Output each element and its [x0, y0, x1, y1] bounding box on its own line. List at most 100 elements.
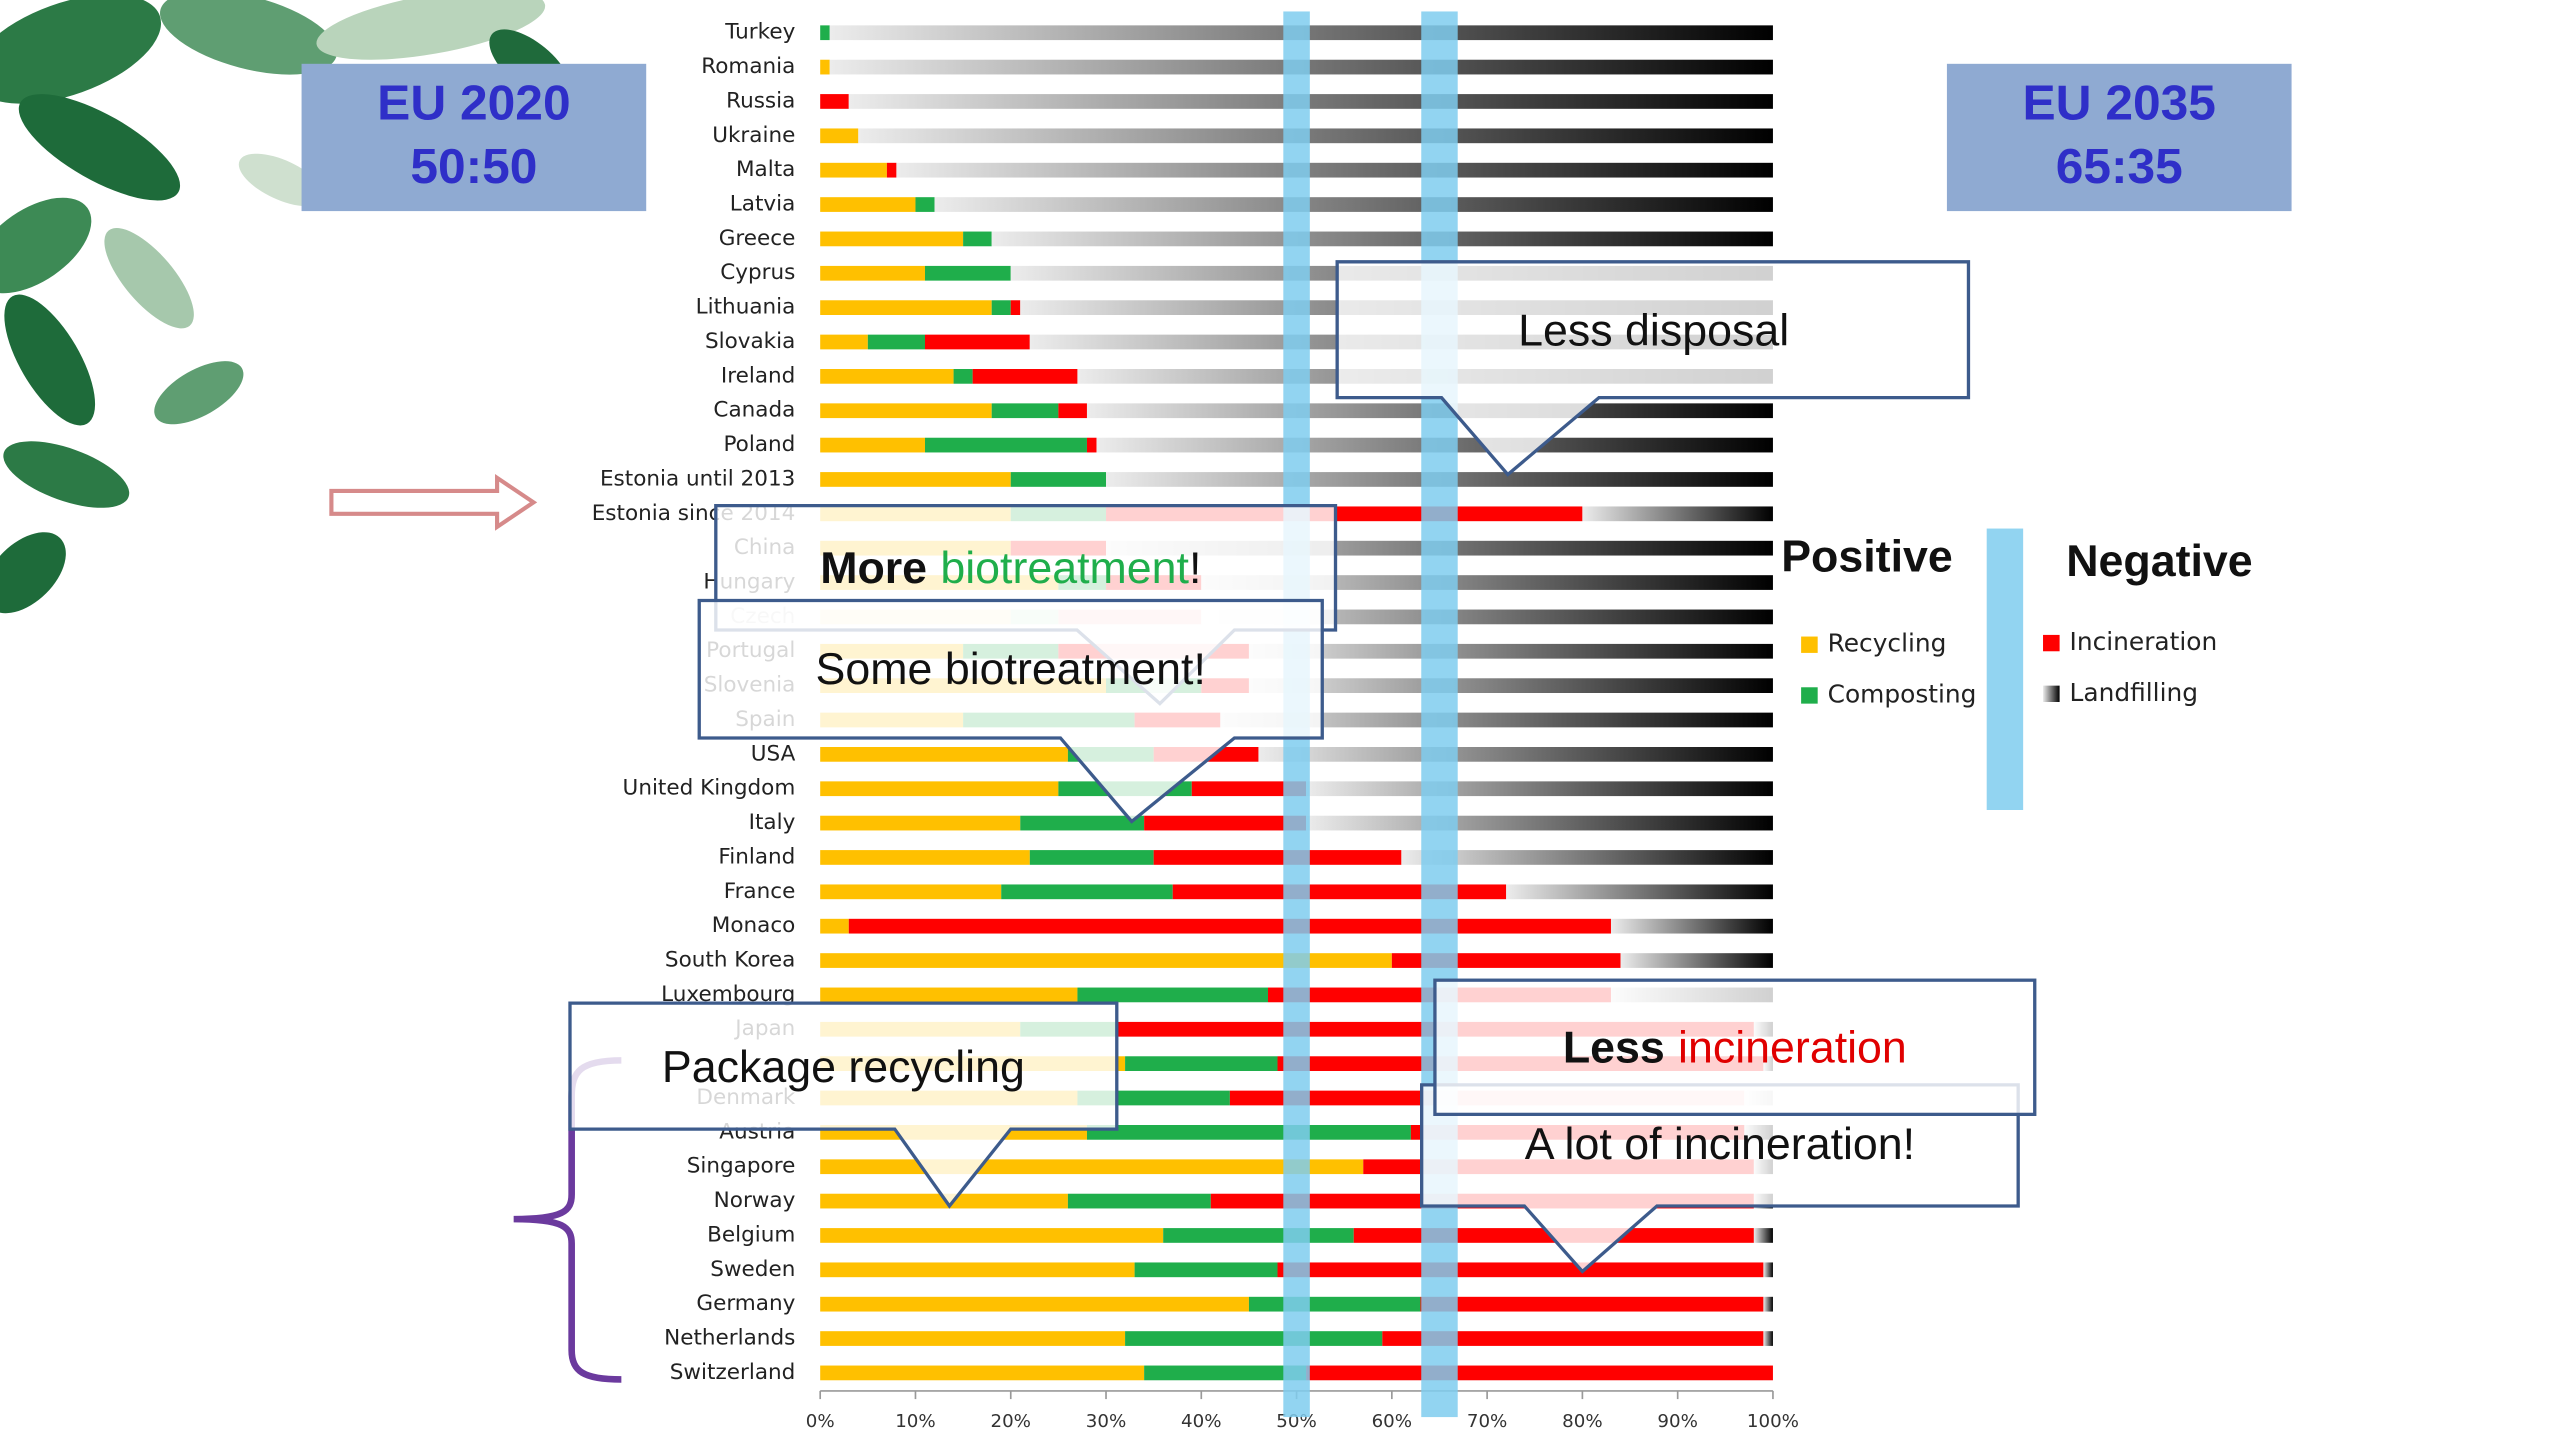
bar-segment [1086, 1125, 1411, 1140]
bar-segment [1010, 472, 1107, 487]
bar-segment [858, 128, 1773, 144]
bar-segment [820, 1365, 1145, 1381]
legend-divider [1986, 528, 2024, 810]
category-label: South Korea [665, 948, 795, 973]
bar-segment [820, 1296, 1249, 1312]
bar-segment [1201, 609, 1773, 625]
bar-segment [820, 403, 992, 419]
bar-segment [1134, 1262, 1278, 1278]
callout-text: Less disposal [1518, 307, 1789, 356]
x-tick-label: 60% [1372, 1411, 1413, 1432]
leaf [154, 361, 244, 425]
bar-segment [820, 94, 849, 109]
bar-segment [820, 987, 1078, 1003]
callout-text: A lot of incineration! [1525, 1120, 1915, 1169]
legend-swatch [1801, 636, 1818, 653]
bar-segment [820, 1228, 1164, 1243]
category-label: Germany [696, 1291, 795, 1316]
bar-segment [1306, 815, 1773, 831]
bar-segment [886, 162, 897, 178]
category-label: Estonia until 2013 [600, 467, 795, 492]
bar-segment [972, 369, 1078, 384]
eu-target-box [1946, 63, 2292, 212]
callout-text: Less incineration [1563, 1023, 1907, 1072]
bar-segment [1125, 1331, 1383, 1346]
legend-title: Positive [1781, 533, 1953, 582]
bar-segment [1077, 987, 1268, 1003]
bar-segment [1067, 1193, 1211, 1209]
bar-segment [820, 231, 964, 247]
bar-segment [1220, 712, 1773, 728]
bar-segment [820, 918, 849, 934]
leaf [0, 197, 92, 294]
category-label: Norway [714, 1188, 796, 1213]
category-label: Greece [719, 226, 796, 251]
category-label: Belgium [707, 1223, 795, 1248]
bar-segment [820, 1331, 1126, 1346]
category-label: Sweden [710, 1257, 795, 1282]
callout-box [697, 598, 1324, 824]
leaf [18, 94, 181, 201]
eu-target-ratio: 65:35 [2056, 139, 2183, 194]
category-label: Ukraine [712, 123, 795, 148]
callout-text-part: incineration [1678, 1023, 1907, 1072]
bar-segment [820, 1262, 1135, 1278]
bar-segment [820, 334, 868, 350]
leaf [0, 532, 66, 614]
bar-segment [1620, 953, 1773, 968]
callout-text: More biotreatment! [820, 544, 1201, 593]
callout: Less incineration [1433, 978, 2037, 1116]
bar-segment [820, 197, 916, 212]
bar-segment [867, 334, 925, 350]
legend-label: Composting [1828, 680, 1977, 709]
eu-target-label: EU 2035 [2023, 76, 2216, 131]
category-label: France [724, 879, 796, 904]
category-label: USA [751, 741, 796, 766]
category-label: Turkey [724, 20, 795, 45]
leaf [104, 228, 194, 329]
bar-segment [1763, 1262, 1773, 1278]
bar-segment [1248, 643, 1773, 659]
leaf [316, 0, 546, 60]
bar-segment [924, 265, 1011, 281]
bar-segment [1144, 815, 1307, 831]
bar-segment [820, 162, 887, 178]
x-tick-label: 80% [1562, 1411, 1603, 1432]
bar-segment [1258, 747, 1773, 762]
x-tick-label: 0% [806, 1411, 835, 1432]
legend-swatch [2043, 634, 2060, 652]
bar-segment [1382, 1331, 1764, 1346]
bar-segment [896, 162, 1773, 178]
category-label: Ireland [721, 363, 795, 388]
category-label: Latvia [730, 192, 796, 217]
bar-segment [915, 197, 935, 212]
callout-text-part: More [820, 544, 927, 593]
bar-segment [848, 94, 1773, 109]
bar-segment [1010, 300, 1021, 315]
bar-segment [1420, 1296, 1764, 1312]
bar-segment [1610, 918, 1773, 934]
bar-segment [1163, 1228, 1354, 1243]
legend-swatch [2043, 685, 2060, 702]
callout: Some biotreatment! [697, 598, 1324, 824]
bar-segment [991, 403, 1059, 419]
x-tick-label: 30% [1086, 1411, 1127, 1432]
callout-box [568, 1001, 1119, 1209]
category-label: Finland [718, 845, 795, 870]
bar-segment [1058, 403, 1087, 419]
legend-label: Incineration [2070, 627, 2218, 656]
bar-segment [934, 197, 1773, 212]
bar-segment [953, 369, 973, 384]
x-tick-label: 90% [1657, 1411, 1698, 1432]
legend-label: Landfilling [2070, 678, 2198, 707]
bar-segment [1248, 1296, 1421, 1312]
callout-text: Some biotreatment! [816, 645, 1206, 694]
bar-segment [1201, 575, 1773, 590]
category-label: Canada [713, 398, 795, 423]
x-tick-label: 20% [990, 1411, 1031, 1432]
bar-segment [848, 918, 1611, 934]
bar-segment [1191, 781, 1307, 797]
bar-segment [820, 884, 1002, 900]
eu-target-ratio: 50:50 [410, 139, 537, 194]
